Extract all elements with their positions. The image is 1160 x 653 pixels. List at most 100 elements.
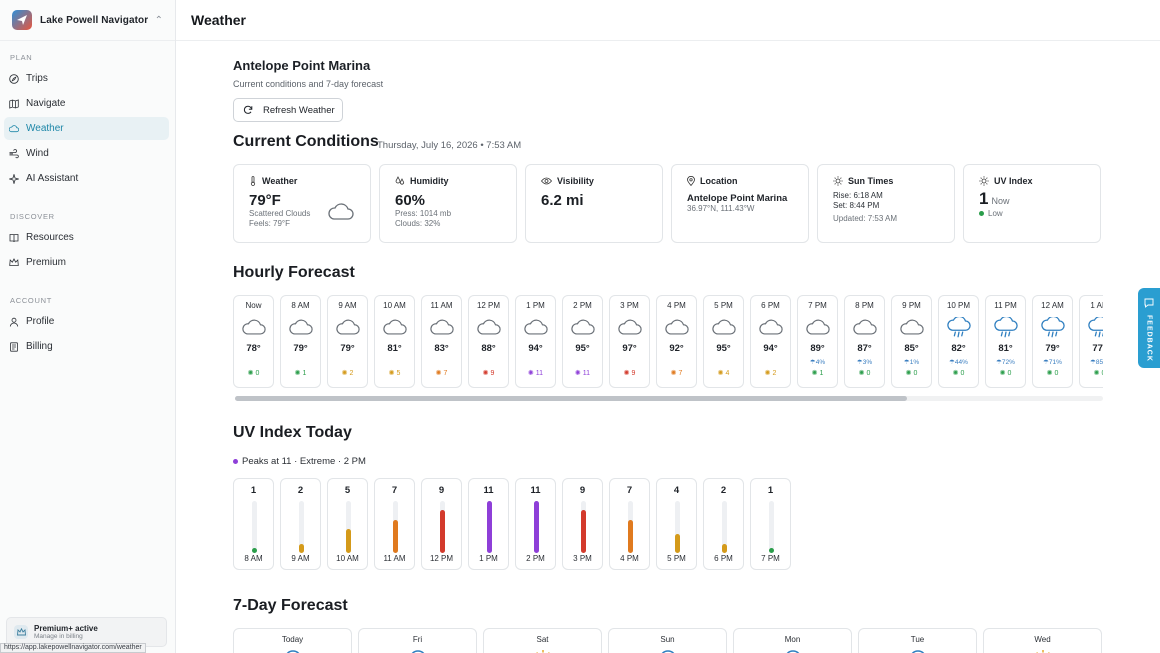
hourly-precip-value: 85%	[1095, 359, 1103, 366]
crown-icon	[9, 258, 19, 268]
cloud-icon	[617, 314, 642, 341]
day-forecast-card[interactable]: Today	[233, 628, 352, 653]
sunrise-time: Rise: 6:18 AM	[833, 191, 883, 200]
compass-icon	[9, 73, 19, 84]
sun-icon: ✺	[811, 370, 818, 377]
uv-bar-track	[769, 501, 774, 553]
uv-bar-value: 11	[483, 485, 494, 496]
raindrop-icon: ☂	[903, 359, 910, 366]
seven-day-forecast: Today Fri Sat Sun Mon Tue Wed	[233, 628, 1102, 653]
app-switcher[interactable]: Lake Powell Navigator ⌃	[0, 0, 175, 41]
day-forecast-card[interactable]: Fri	[358, 628, 477, 653]
raindrop-icon: ☂	[1043, 359, 1049, 366]
hourly-time: 10 PM	[946, 301, 971, 310]
hourly-scrollbar[interactable]	[235, 396, 1103, 401]
sidebar-section-label: DISCOVER	[10, 212, 55, 221]
sidebar-item-premium[interactable]: Premium	[4, 251, 169, 274]
current-conditions-cards: Weather 79°F Scattered Clouds Feels: 79°…	[233, 164, 1101, 243]
uv-bar-track	[393, 501, 398, 553]
hourly-card: 2 PM 95° ✺ 11	[562, 295, 603, 388]
hourly-temp: 81°	[387, 343, 402, 354]
day-forecast-card[interactable]: Mon	[733, 628, 852, 653]
uv-bar-time: 12 PM	[429, 554, 454, 563]
hourly-precip: ☂1%	[904, 358, 919, 366]
sun-icon	[1033, 649, 1053, 653]
hourly-card: 3 PM 97° ✺ 9	[609, 295, 650, 388]
hourly-uv-value: 1	[819, 369, 824, 377]
refresh-weather-button[interactable]: Refresh Weather	[233, 98, 343, 122]
uv-bar-value: 2	[720, 485, 727, 496]
sun-icon: ✺	[574, 370, 581, 377]
hourly-card: 9 PM 85° ☂1% ✺ 0	[891, 295, 932, 388]
sidebar-item-label: Trips	[26, 73, 48, 84]
book-icon	[9, 233, 19, 243]
feedback-tab[interactable]: FEEDBACK	[1138, 288, 1160, 368]
hourly-time: 7 PM	[808, 301, 827, 310]
day-forecast-card[interactable]: Wed	[983, 628, 1102, 653]
hourly-temp: 92°	[669, 343, 684, 354]
sidebar-nav: PLAN Trips Navigate Weather Wind AI Assistant…	[0, 41, 175, 358]
humidity-card-label: Humidity	[410, 176, 449, 186]
weather-icon	[283, 649, 303, 653]
hourly-uv: ✺ 11	[574, 369, 590, 378]
sun-icon: ✺	[1093, 370, 1100, 377]
sidebar-item-navigate[interactable]: Navigate	[4, 92, 169, 115]
hourly-card: 6 PM 94° ✺ 2	[750, 295, 791, 388]
hourly-uv-value: 0	[913, 369, 918, 377]
hourly-card: 12 PM 88° ✺ 9	[468, 295, 509, 388]
hourly-temp: 79°	[1045, 343, 1060, 354]
hourly-temp: 81°	[998, 343, 1013, 354]
uv-bar-time: 4 PM	[620, 554, 639, 563]
uv-bar-value: 4	[673, 485, 680, 496]
uv-bar-track	[299, 501, 304, 553]
hourly-time: 8 PM	[855, 301, 874, 310]
sidebar-item-resources[interactable]: Resources	[4, 226, 169, 249]
uv-bar	[628, 520, 633, 553]
feels-like: Feels: 79°F	[249, 219, 290, 228]
sidebar-item-profile[interactable]: Profile	[4, 310, 169, 333]
hourly-temp: 95°	[716, 343, 731, 354]
sun-icon: ✺	[1046, 370, 1053, 377]
hourly-uv-value: 2	[349, 369, 354, 377]
uv-bar	[722, 544, 727, 553]
location-card-name: Antelope Point Marina	[687, 193, 788, 204]
hourly-uv: ✺ 2	[764, 369, 777, 378]
uv-level: Low	[988, 209, 1003, 218]
sidebar-item-label: Weather	[26, 123, 64, 134]
hourly-precip-value: 1%	[909, 359, 920, 366]
day-name: Today	[281, 635, 304, 644]
uv-bar-card: 1 8 AM	[233, 478, 274, 570]
hourly-temp: 88°	[481, 343, 496, 354]
sidebar-item-billing[interactable]: Billing	[4, 335, 169, 358]
sidebar-item-trips[interactable]: Trips	[4, 67, 169, 90]
hourly-uv-value: 4	[725, 369, 730, 377]
day-forecast-card[interactable]: Sun	[608, 628, 727, 653]
sun-times-card-label: Sun Times	[848, 176, 894, 186]
day-forecast-card[interactable]: Tue	[858, 628, 977, 653]
cloud-icon	[570, 314, 595, 341]
hourly-precip: ☂44%	[949, 358, 968, 366]
sidebar-item-label: Billing	[26, 341, 53, 352]
refresh-weather-label: Refresh Weather	[263, 104, 335, 116]
hourly-forecast-scroller[interactable]: Now 78° ✺ 0 8 AM 79° ✺ 1 9 AM 79° ✺ 2 10 AM 81° ✺ 5 11 A…	[233, 295, 1103, 405]
hourly-precip: ☂3%	[857, 358, 872, 366]
sidebar-item-ai-assistant[interactable]: AI Assistant	[4, 167, 169, 190]
sidebar-item-weather[interactable]: Weather	[4, 117, 169, 140]
current-conditions-heading: Current Conditions	[233, 133, 379, 150]
hourly-card: 1 AM 77° ☂85% ✺0	[1079, 295, 1103, 388]
rain-cloud-icon	[993, 314, 1018, 341]
hourly-scrollbar-thumb[interactable]	[235, 396, 907, 401]
message-icon	[1144, 296, 1154, 311]
hourly-forecast-heading: Hourly Forecast	[233, 264, 355, 281]
uv-bar-card: 11 2 PM	[515, 478, 556, 570]
sidebar-item-wind[interactable]: Wind	[4, 142, 169, 165]
day-forecast-card[interactable]: Sat	[483, 628, 602, 653]
hourly-uv-value: 0	[1101, 370, 1103, 377]
uv-bar	[675, 534, 680, 553]
location-card: Location Antelope Point Marina 36.97°N, …	[671, 164, 809, 243]
cloud-icon	[852, 314, 877, 341]
sun-icon: ✺	[764, 370, 771, 377]
cloud-icon	[758, 314, 783, 341]
uv-bar-track	[252, 501, 257, 553]
hourly-card: 9 AM 79° ✺ 2	[327, 295, 368, 388]
